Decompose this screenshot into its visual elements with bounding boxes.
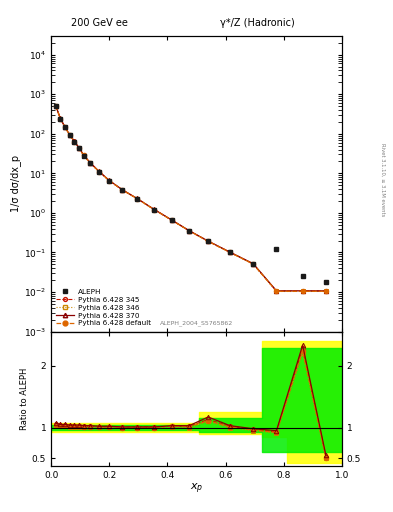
Y-axis label: Ratio to ALEPH: Ratio to ALEPH [20,368,29,430]
Y-axis label: 1/σ dσ/dx_p: 1/σ dσ/dx_p [10,155,21,212]
X-axis label: $x_p$: $x_p$ [190,481,203,496]
Text: γ*/Z (Hadronic): γ*/Z (Hadronic) [220,18,295,28]
Text: Rivet 3.1.10, ≥ 3.1M events: Rivet 3.1.10, ≥ 3.1M events [381,142,386,216]
Legend: ALEPH, Pythia 6.428 345, Pythia 6.428 346, Pythia 6.428 370, Pythia 6.428 defaul: ALEPH, Pythia 6.428 345, Pythia 6.428 34… [55,288,152,328]
Text: 200 GeV ee: 200 GeV ee [71,18,128,28]
Text: ALEPH_2004_S5765862: ALEPH_2004_S5765862 [160,320,233,326]
